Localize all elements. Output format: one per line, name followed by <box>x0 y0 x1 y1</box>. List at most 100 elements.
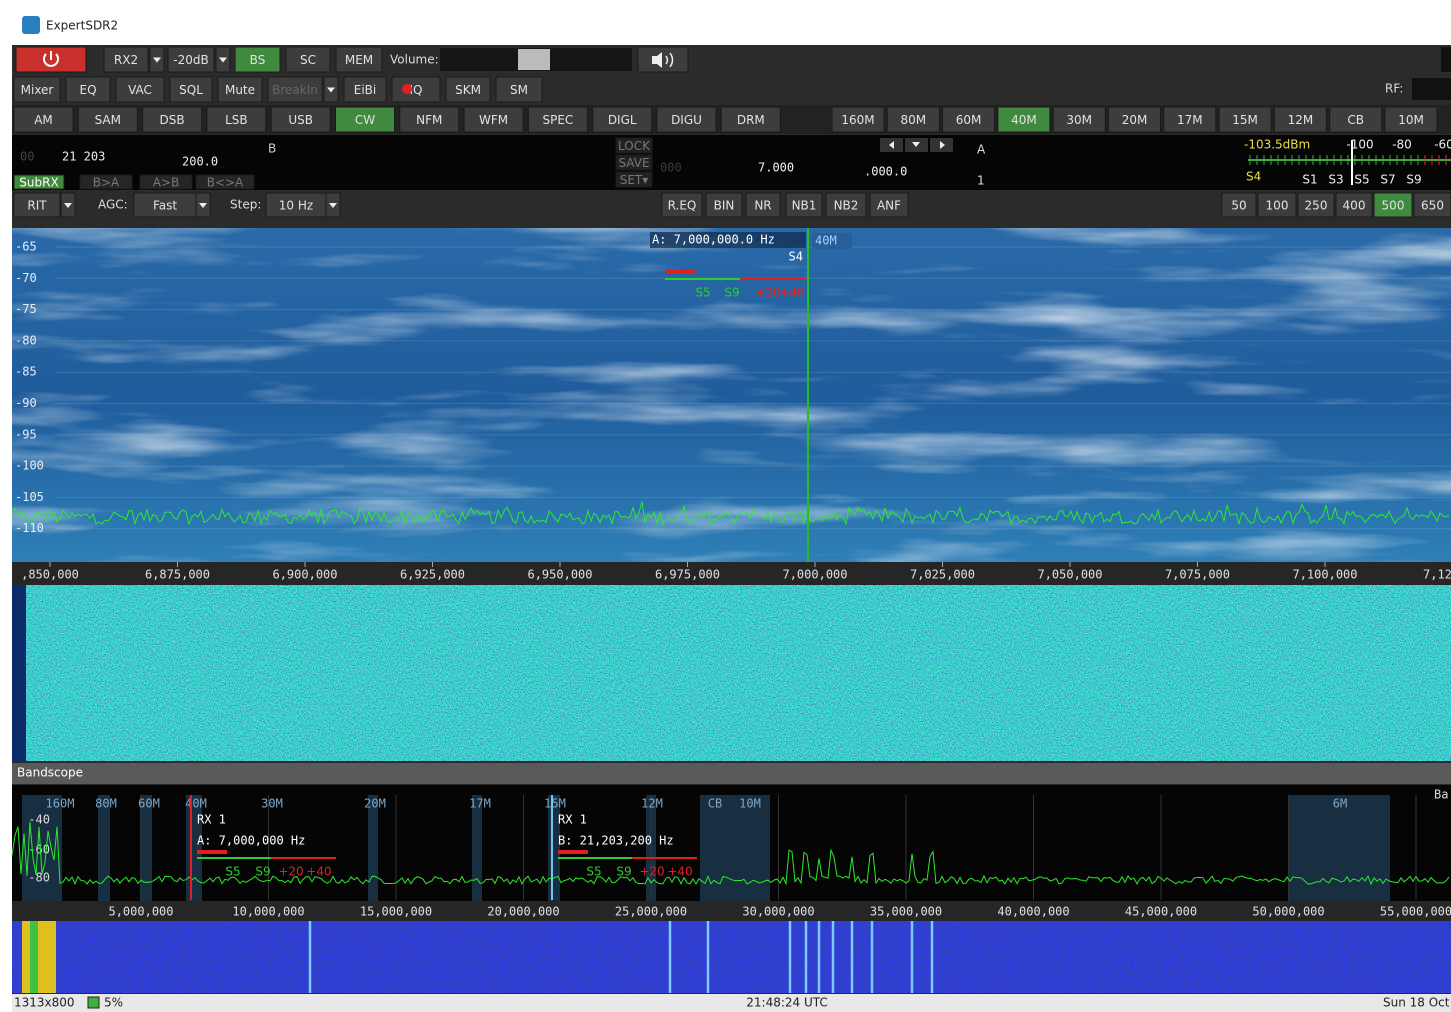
button-label[interactable]: B>A <box>93 176 120 190</box>
button[interactable] <box>391 76 441 103</box>
button-label[interactable]: 10 Hz <box>279 199 313 213</box>
button-label[interactable]: 30M <box>1066 113 1092 127</box>
button[interactable] <box>1384 106 1438 133</box>
button-label[interactable]: NFM <box>416 113 442 127</box>
button-label[interactable]: DSB <box>160 113 185 127</box>
button[interactable] <box>65 76 111 103</box>
button[interactable] <box>234 46 281 73</box>
button[interactable] <box>825 192 867 218</box>
button[interactable] <box>745 192 781 218</box>
button-label[interactable]: 400 <box>1343 199 1366 213</box>
button-label[interactable]: USB <box>288 113 313 127</box>
button[interactable] <box>13 106 74 133</box>
button-label[interactable]: SubRX <box>19 176 58 190</box>
button-label[interactable]: BS <box>250 53 266 67</box>
button-label[interactable]: SQL <box>179 83 203 97</box>
button[interactable] <box>1163 106 1217 133</box>
button-label[interactable]: LOCK <box>618 139 651 153</box>
button[interactable] <box>13 174 65 190</box>
button[interactable] <box>869 192 909 218</box>
button-label[interactable]: Mixer <box>21 83 54 97</box>
button[interactable] <box>167 46 215 73</box>
button[interactable] <box>139 174 193 190</box>
button-label[interactable]: CB <box>1347 113 1364 127</box>
button-label[interactable]: 500 <box>1382 199 1405 213</box>
button-label[interactable]: BreakIn <box>272 83 318 97</box>
button[interactable] <box>13 76 61 103</box>
button-label[interactable]: EQ <box>79 83 96 97</box>
button-label[interactable]: NR <box>754 199 771 213</box>
button[interactable] <box>785 192 823 218</box>
button[interactable] <box>1273 106 1327 133</box>
button[interactable] <box>103 46 149 73</box>
button-label[interactable]: SC <box>300 53 316 67</box>
button[interactable] <box>195 174 255 190</box>
button[interactable] <box>705 192 743 218</box>
button[interactable] <box>445 76 491 103</box>
button[interactable] <box>615 154 653 171</box>
button[interactable] <box>1052 106 1106 133</box>
button[interactable] <box>615 137 653 154</box>
button-label[interactable]: 15M <box>1232 113 1258 127</box>
button-label[interactable]: EiBi <box>354 83 376 97</box>
button-label[interactable]: SAVE <box>618 156 649 170</box>
button-label[interactable]: 17M <box>1177 113 1203 127</box>
button[interactable] <box>527 106 588 133</box>
button-label[interactable]: 80M <box>900 113 926 127</box>
button[interactable] <box>886 106 940 133</box>
button[interactable] <box>206 106 267 133</box>
button[interactable] <box>1108 106 1161 133</box>
button-label[interactable]: WFM <box>479 113 508 127</box>
button[interactable] <box>1257 192 1297 218</box>
button-label[interactable]: DIGL <box>608 113 637 127</box>
button-label[interactable]: 60M <box>956 113 982 127</box>
button[interactable] <box>1373 192 1413 218</box>
button[interactable] <box>1329 106 1383 133</box>
button-label[interactable]: SPEC <box>542 113 573 127</box>
button-label[interactable]: 650 <box>1421 199 1444 213</box>
button-label[interactable]: SM <box>510 83 528 97</box>
button[interactable] <box>1335 192 1373 218</box>
button-label[interactable]: 10M <box>1398 113 1424 127</box>
button[interactable] <box>495 76 543 103</box>
button[interactable] <box>115 76 165 103</box>
button[interactable] <box>265 192 327 218</box>
button-label[interactable]: Fast <box>153 199 177 213</box>
button[interactable] <box>169 76 213 103</box>
button-label[interactable]: 50 <box>1231 199 1246 213</box>
button[interactable] <box>592 106 653 133</box>
button[interactable] <box>661 192 703 218</box>
button-label[interactable]: DRM <box>737 113 765 127</box>
button-label[interactable]: IQ <box>410 83 423 97</box>
button[interactable] <box>77 106 138 133</box>
button[interactable] <box>656 106 717 133</box>
button-label[interactable]: SAM <box>95 113 121 127</box>
button[interactable] <box>1413 192 1451 218</box>
button-label[interactable]: -20dB <box>173 53 208 67</box>
button-label[interactable]: LSB <box>225 113 248 127</box>
speaker-button[interactable] <box>637 46 689 73</box>
button-label[interactable]: DIGU <box>671 113 702 127</box>
button-label[interactable]: B<>A <box>207 176 244 190</box>
button[interactable] <box>142 106 203 133</box>
button-label[interactable]: MEM <box>345 53 373 67</box>
button[interactable] <box>335 46 383 73</box>
button[interactable] <box>267 76 323 103</box>
button[interactable] <box>463 106 524 133</box>
button-label[interactable]: R.EQ <box>668 199 697 213</box>
button[interactable] <box>270 106 331 133</box>
button[interactable] <box>13 192 61 218</box>
button[interactable] <box>335 106 395 133</box>
button[interactable] <box>997 106 1051 133</box>
button-label[interactable]: SKM <box>455 83 481 97</box>
button-label[interactable]: NB1 <box>792 199 817 213</box>
button[interactable] <box>343 76 387 103</box>
volume-thumb[interactable] <box>518 49 550 70</box>
button[interactable] <box>133 192 197 218</box>
button[interactable] <box>615 171 653 188</box>
button-label[interactable]: A>B <box>153 176 180 190</box>
button-label[interactable]: BIN <box>714 199 735 213</box>
button-label[interactable]: NB2 <box>834 199 859 213</box>
button[interactable] <box>1218 106 1272 133</box>
button[interactable] <box>217 76 263 103</box>
